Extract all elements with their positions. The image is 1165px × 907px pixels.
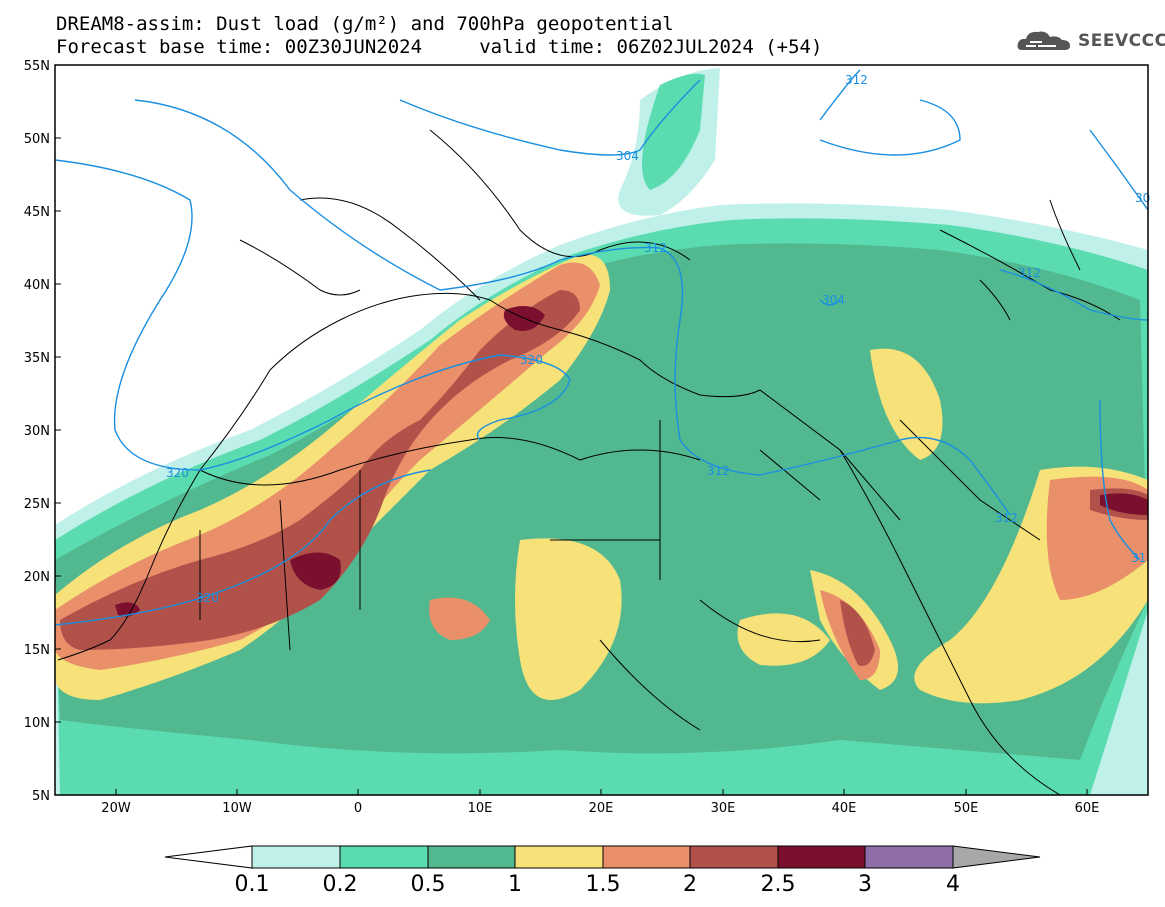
contour-label: 320	[166, 466, 189, 480]
lon-tick-label: 10E	[468, 801, 493, 816]
lat-tick-label: 50N	[24, 132, 50, 147]
colorbar-high-arrow	[952, 845, 1041, 869]
contour-label: 312	[845, 73, 868, 87]
colorbar-swatch	[864, 845, 954, 869]
colorbar-label: 4	[946, 872, 960, 897]
title-line-1: DREAM8-assim: Dust load (g/m²) and 700hP…	[56, 13, 674, 35]
colorbar-label: 2	[683, 872, 697, 897]
lat-tick-label: 20N	[24, 570, 50, 585]
logo-text: SEEVCCC	[1078, 31, 1165, 51]
lon-tick-label: 30E	[711, 801, 736, 816]
contour-label: 312	[644, 241, 667, 255]
lon-tick-label: 60E	[1075, 801, 1100, 816]
coastlines	[57, 129, 1121, 795]
lon-tick-label: 0	[354, 801, 362, 816]
lat-tick-label: 10N	[24, 716, 50, 731]
lat-tick-label: 5N	[32, 789, 50, 804]
dust-load-fields	[55, 65, 1148, 795]
colorbar-label: 0.1	[235, 872, 270, 897]
lat-tick-label: 25N	[24, 497, 50, 512]
colorbar-label: 3	[858, 872, 872, 897]
colorbar-swatch	[602, 845, 691, 869]
cloud-logo-icon	[1017, 31, 1070, 50]
colorbar-swatch	[339, 845, 429, 869]
contour-label: 304	[822, 293, 845, 307]
colorbar-swatch	[251, 845, 341, 869]
lat-tick-label: 40N	[24, 278, 50, 293]
lon-tick-label: 10W	[222, 801, 252, 816]
lat-tick-label: 35N	[24, 351, 50, 366]
colorbar-label: 0.5	[411, 872, 446, 897]
colorbar-label: 1.5	[586, 872, 621, 897]
contour-labels: 312 304 320 312 312 304 320 312 320 312 …	[166, 73, 1150, 605]
contour-label: 304	[616, 149, 639, 163]
colorbar-label: 1	[508, 872, 522, 897]
contour-label: 312	[1018, 266, 1041, 280]
colorbar-swatch	[689, 845, 779, 869]
lon-axis: 20W 10W 0 10E 20E 30E 40E 50E 60E	[101, 789, 1099, 816]
colorbar-swatch	[427, 845, 516, 869]
geopotential-contours	[55, 69, 1148, 626]
lat-axis: 55N 50N 45N 40N 35N 30N 25N 20N 15N 10N …	[24, 59, 61, 804]
contour-label: 320	[196, 591, 219, 605]
lat-tick-label: 45N	[24, 205, 50, 220]
colorbar-swatch	[777, 845, 866, 869]
seevccc-logo: SEEVCCC	[1016, 28, 1165, 54]
colorbar: 0.1 0.2 0.5 1 1.5 2 2.5 3 4	[164, 845, 1041, 897]
title-line-2: Forecast base time: 00Z30JUN2024 valid t…	[56, 36, 823, 58]
lon-tick-label: 20E	[589, 801, 614, 816]
contour-label: 320	[520, 353, 543, 367]
lon-tick-label: 20W	[101, 801, 131, 816]
lat-tick-label: 55N	[24, 59, 50, 74]
colorbar-label: 0.2	[323, 872, 358, 897]
contour-label: 31	[1131, 551, 1146, 565]
lat-tick-label: 15N	[24, 643, 50, 658]
lon-tick-label: 40E	[832, 801, 857, 816]
lat-tick-label: 30N	[24, 424, 50, 439]
colorbar-label: 2.5	[761, 872, 796, 897]
contour-label: 312	[995, 511, 1018, 525]
colorbar-swatch	[514, 845, 604, 869]
contour-label: 312	[707, 464, 730, 478]
lon-tick-label: 50E	[954, 801, 979, 816]
contour-label: 30	[1135, 191, 1150, 205]
colorbar-low-arrow	[164, 845, 253, 869]
